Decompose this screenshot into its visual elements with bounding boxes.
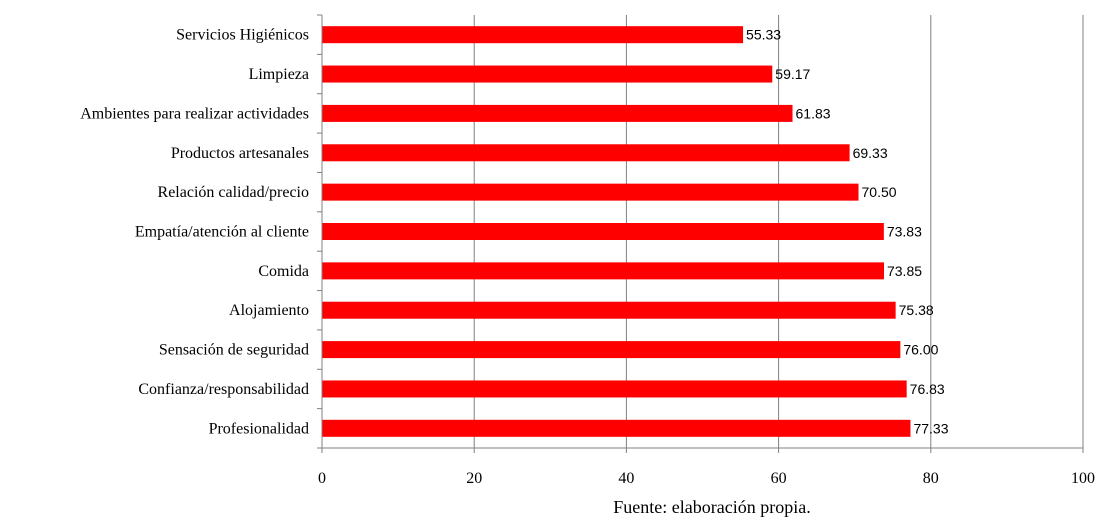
category-label: Limpieza xyxy=(249,66,309,83)
bar xyxy=(322,223,884,240)
bar xyxy=(322,341,901,359)
x-tick-label: 80 xyxy=(923,470,939,487)
data-label: 61.83 xyxy=(796,105,831,121)
bar xyxy=(322,104,793,122)
data-label: 73.83 xyxy=(887,224,922,240)
source-note: Fuente: elaboración propia. xyxy=(613,497,810,517)
category-label: Profesionalidad xyxy=(209,420,309,437)
data-label: 69.33 xyxy=(853,145,888,161)
data-label: 76.00 xyxy=(903,342,938,358)
category-label: Comida xyxy=(258,263,309,280)
bar xyxy=(322,65,773,83)
data-label: 73.85 xyxy=(887,263,922,279)
category-label: Sensación de seguridad xyxy=(159,342,309,359)
category-label: Alojamiento xyxy=(229,302,309,319)
category-label: Productos artesanales xyxy=(171,145,309,162)
x-tick-label: 60 xyxy=(771,470,787,487)
bar xyxy=(322,380,907,398)
data-label: 76.83 xyxy=(910,381,945,397)
category-label: Servicios Higiénicos xyxy=(176,27,309,44)
x-tick-label: 20 xyxy=(466,470,482,487)
x-tick-label: 100 xyxy=(1071,470,1095,487)
bar xyxy=(322,301,896,319)
axes xyxy=(317,14,1084,453)
data-label: 70.50 xyxy=(862,184,897,200)
bars xyxy=(322,26,911,437)
labels: 0 20 40 60 80 100 Servicios Higiénicos 55.33 Lim… xyxy=(80,27,1095,487)
category-label: Relación calidad/precio xyxy=(158,184,309,201)
bar xyxy=(322,26,744,44)
data-label: 77.33 xyxy=(913,420,948,436)
data-label: 55.33 xyxy=(746,27,781,43)
bar xyxy=(322,262,884,280)
bar xyxy=(322,144,850,162)
x-tick-label: 40 xyxy=(618,470,634,487)
data-label: 75.38 xyxy=(899,302,934,318)
data-label: 59.17 xyxy=(775,66,810,82)
category-label: Confianza/responsabilidad xyxy=(138,381,309,398)
category-label: Empatía/atención al cliente xyxy=(135,224,309,241)
category-label: Ambientes para realizar actividades xyxy=(80,105,309,122)
bar xyxy=(322,183,859,201)
x-tick-label: 0 xyxy=(318,470,326,487)
bar xyxy=(322,419,911,437)
